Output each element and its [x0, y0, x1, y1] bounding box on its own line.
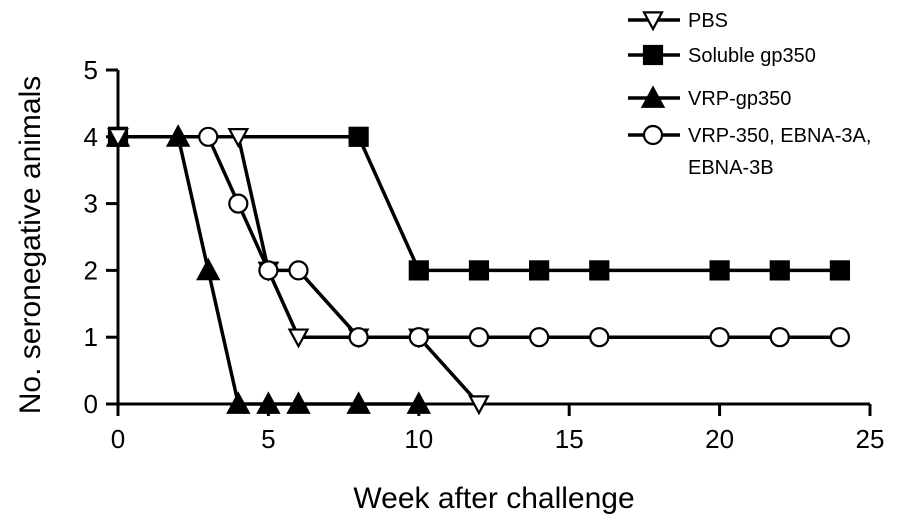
y-tick-label-0: 0 — [84, 389, 98, 419]
series-1-point-2 — [408, 260, 429, 281]
series-2-point-4 — [256, 391, 281, 414]
legend-marker-3 — [642, 124, 664, 146]
y-tick-label-3: 3 — [84, 189, 98, 219]
series-3-point-10 — [769, 327, 790, 348]
series-1-point-8 — [829, 260, 851, 281]
legend-marker-0 — [642, 11, 664, 32]
legend-label-0: PBS — [688, 10, 728, 32]
x-axis-title: Week after challenge — [353, 482, 634, 515]
series-1-point-4 — [529, 260, 550, 281]
x-tick-label-15: 15 — [555, 424, 584, 454]
series-2-point-5 — [286, 391, 311, 414]
legend-item-0: PBS — [628, 10, 728, 32]
series-2-point-7 — [406, 391, 431, 414]
y-tick-label-2: 2 — [84, 255, 98, 285]
y-axis-title: No. seronegative animals — [14, 76, 47, 415]
series-2-point-6 — [346, 391, 371, 414]
series-1-point-7 — [769, 260, 790, 281]
series-3-point-6 — [468, 327, 490, 348]
series-0-point-0 — [107, 128, 129, 149]
series-3-point-9 — [709, 327, 730, 348]
x-tick-label-25: 25 — [856, 424, 885, 454]
series-2-point-2 — [196, 257, 221, 281]
legend-item-2: VRP-gp350 — [628, 85, 791, 110]
x-tick-label-10: 10 — [404, 424, 433, 454]
series-2-point-1 — [165, 124, 191, 147]
series-line-2 — [118, 135, 419, 406]
legend: PBS Soluble gp350 VRP-gp350 VRP-350, EBNA-3… — [628, 10, 871, 179]
series-1-point-5 — [589, 260, 610, 281]
series-3-point-1 — [228, 193, 249, 214]
series-3-point-2 — [258, 260, 279, 281]
series-3-point-0 — [198, 126, 219, 147]
series-3-point-11 — [829, 327, 851, 348]
y-ticks: 0 1 2 3 4 5 — [84, 55, 118, 419]
legend-label-2: VRP-gp350 — [688, 88, 791, 110]
series-markers — [105, 124, 851, 416]
legend-item-3: VRP-350, EBNA-3A, EBNA-3B — [628, 124, 871, 179]
series-1-point-6 — [709, 260, 730, 281]
series-2-point-3 — [226, 391, 251, 414]
legend-marker-2 — [640, 85, 666, 108]
x-ticks: 0 5 10 15 20 25 — [111, 404, 885, 454]
x-tick-label-0: 0 — [111, 424, 125, 454]
series-3-point-5 — [408, 327, 429, 348]
legend-marker-1 — [642, 44, 664, 66]
series-0-point-3 — [287, 328, 310, 349]
y-tick-label-4: 4 — [84, 122, 98, 152]
y-tick-label-1: 1 — [84, 322, 98, 352]
series-3-point-8 — [589, 327, 610, 348]
legend-item-1: Soluble gp350 — [628, 44, 816, 67]
series-3-point-7 — [529, 327, 550, 348]
series-0-point-6 — [468, 395, 490, 416]
series-1-point-3 — [468, 260, 490, 281]
legend-label-1: Soluble gp350 — [688, 45, 816, 67]
x-tick-label-5: 5 — [261, 424, 275, 454]
y-tick-label-5: 5 — [84, 55, 98, 85]
series-layer — [105, 124, 851, 416]
series-1-point-1 — [348, 126, 369, 147]
series-3-point-4 — [348, 327, 369, 348]
series-3-point-3 — [288, 260, 309, 281]
series-0-point-1 — [227, 128, 250, 149]
x-tick-label-20: 20 — [705, 424, 734, 454]
legend-label-3-1: EBNA-3B — [688, 157, 774, 179]
legend-label-3-0: VRP-350, EBNA-3A, — [688, 125, 871, 147]
